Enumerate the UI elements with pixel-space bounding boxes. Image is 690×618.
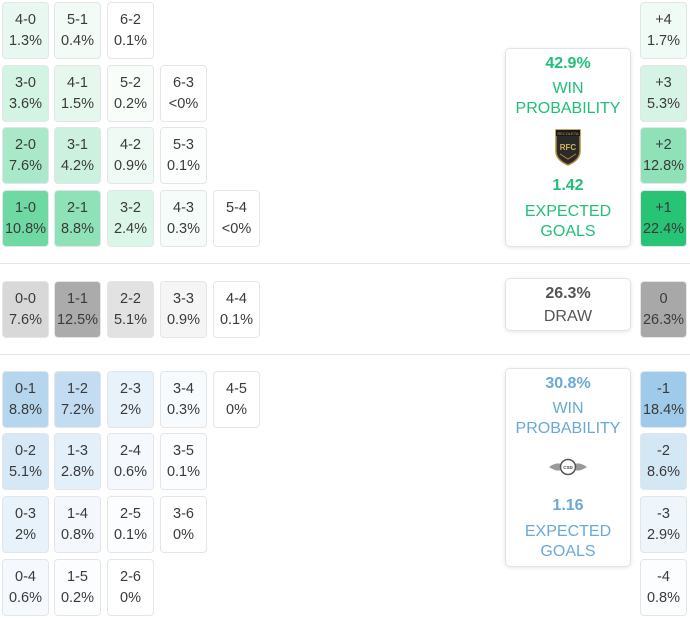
score-cell-4-2[interactable]: 4-2 0.9% xyxy=(107,127,154,184)
score-cell-0-2[interactable]: 0-2 5.1% xyxy=(2,433,49,490)
score-cell-2-3[interactable]: 2-3 2% xyxy=(107,371,154,428)
score-cell-3-0[interactable]: 3-0 3.6% xyxy=(2,65,49,122)
margin-cell-plus-2[interactable]: +2 12.8% xyxy=(640,127,687,184)
draw-label: DRAW xyxy=(543,307,593,325)
score-cell-4-3[interactable]: 4-3 0.3% xyxy=(160,190,207,247)
margin-cell-plus-3[interactable]: +3 5.3% xyxy=(640,65,687,122)
score-cell-3-5[interactable]: 3-5 0.1% xyxy=(160,433,207,490)
score-cell-2-4[interactable]: 2-4 0.6% xyxy=(107,433,154,490)
score-cell-2-0[interactable]: 2-0 7.6% xyxy=(2,127,49,184)
score-cell-1-0[interactable]: 1-0 10.8% xyxy=(2,190,49,247)
draw-probability: 26.3% xyxy=(545,284,591,302)
margin-cell-minus-3[interactable]: -3 2.9% xyxy=(640,496,687,553)
score-cell-3-2[interactable]: 3-2 2.4% xyxy=(107,190,154,247)
score-cell-1-3[interactable]: 1-3 2.8% xyxy=(54,433,101,490)
score-cell-5-1[interactable]: 5-1 0.4% xyxy=(54,2,101,59)
home-win-card: 42.9% WIN PROBABILITY RECOLETA RFC 1.42 … xyxy=(505,48,631,247)
score-cell-3-1[interactable]: 3-1 4.2% xyxy=(54,127,101,184)
away-expected-goals: 1.16 xyxy=(552,497,584,514)
score-cell-6-3[interactable]: 6-3 <0% xyxy=(160,65,207,122)
away-win-label: WIN xyxy=(552,400,584,417)
home-goals-label: GOALS xyxy=(540,223,596,240)
score-cell-1-5[interactable]: 1-5 0.2% xyxy=(54,559,101,616)
margin-cell-minus-1[interactable]: -1 18.4% xyxy=(640,371,687,428)
score-cell-3-6[interactable]: 3-6 0% xyxy=(160,496,207,553)
score-cell-2-6[interactable]: 2-6 0% xyxy=(107,559,154,616)
away-goals-label: GOALS xyxy=(540,543,596,560)
score-cell-5-3[interactable]: 5-3 0.1% xyxy=(160,127,207,184)
score-cell-3-4[interactable]: 3-4 0.3% xyxy=(160,371,207,428)
crest-initials-text: RFC xyxy=(560,143,577,152)
crest-name-text: RECOLETA xyxy=(557,131,579,136)
margin-cell-minus-4[interactable]: -4 0.8% xyxy=(640,559,687,616)
home-win-label: WIN xyxy=(552,80,584,97)
score-cell-2-5[interactable]: 2-5 0.1% xyxy=(107,496,154,553)
away-win-card: 30.8% WIN PROBABILITY CSD 1.16 EXPECTED … xyxy=(505,368,631,567)
score-cell-1-4[interactable]: 1-4 0.8% xyxy=(54,496,101,553)
away-crest-icon: CSD xyxy=(549,458,587,476)
away-expected-label: EXPECTED xyxy=(524,523,612,540)
score-cell-5-2[interactable]: 5-2 0.2% xyxy=(107,65,154,122)
score-cell-0-4[interactable]: 0-4 0.6% xyxy=(2,559,49,616)
score-cell-1-1[interactable]: 1-1 12.5% xyxy=(54,281,101,338)
score-cell-1-2[interactable]: 1-2 7.2% xyxy=(54,371,101,428)
away-probability-label: PROBABILITY xyxy=(515,420,621,437)
score-cell-0-1[interactable]: 0-1 8.8% xyxy=(2,371,49,428)
score-cell-0-3[interactable]: 0-3 2% xyxy=(2,496,49,553)
score-cell-4-5[interactable]: 4-5 0% xyxy=(213,371,260,428)
score-cell-2-2[interactable]: 2-2 5.1% xyxy=(107,281,154,338)
home-win-probability: 42.9% xyxy=(545,55,591,72)
recoleta-crest-icon: RECOLETA RFC xyxy=(555,129,581,166)
score-cell-5-4[interactable]: 5-4 <0% xyxy=(213,190,260,247)
score-cell-6-2[interactable]: 6-2 0.1% xyxy=(107,2,154,59)
score-cell-3-3[interactable]: 3-3 0.9% xyxy=(160,281,207,338)
home-probability-label: PROBABILITY xyxy=(515,100,621,117)
home-expected-label: EXPECTED xyxy=(524,203,612,220)
margin-cell-plus-4[interactable]: +4 1.7% xyxy=(640,2,687,59)
away-crest-text: CSD xyxy=(563,465,573,470)
score-cell-0-0[interactable]: 0-0 7.6% xyxy=(2,281,49,338)
score-cell-4-0[interactable]: 4-0 1.3% xyxy=(2,2,49,59)
margin-cell-plus-1[interactable]: +1 22.4% xyxy=(640,190,687,247)
margin-cell-minus-2[interactable]: -2 8.6% xyxy=(640,433,687,490)
section-divider-bottom xyxy=(0,354,690,355)
away-win-probability: 30.8% xyxy=(545,375,591,392)
score-cell-4-4[interactable]: 4-4 0.1% xyxy=(213,281,260,338)
draw-card: 26.3% DRAW xyxy=(505,278,631,331)
score-cell-2-1[interactable]: 2-1 8.8% xyxy=(54,190,101,247)
home-expected-goals: 1.42 xyxy=(552,177,584,194)
section-divider-top xyxy=(0,263,690,264)
margin-cell-zero[interactable]: 0 26.3% xyxy=(640,281,687,338)
score-cell-4-1[interactable]: 4-1 1.5% xyxy=(54,65,101,122)
